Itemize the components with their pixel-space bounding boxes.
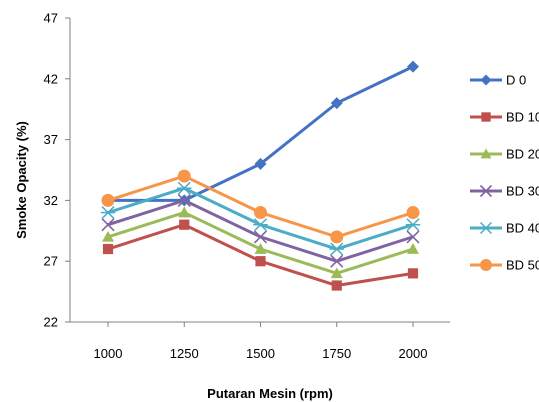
legend-item: BD 30 (470, 184, 539, 199)
marker-stroke (177, 193, 191, 207)
y-tick-label: 37 (44, 132, 58, 147)
x-axis-ticks: 1000 1250 1500 1750 2000 (94, 322, 428, 361)
data-point-square (331, 280, 342, 291)
x-tick-label: 1500 (246, 346, 275, 361)
data-point-triangle (178, 206, 191, 218)
data-point-star (405, 218, 421, 232)
y-axis-title: Smoke Opacity (%) (14, 121, 29, 239)
data-point-diamond (330, 97, 343, 110)
y-axis-ticks: 22 27 32 37 42 47 (44, 11, 70, 330)
legend-item: BD 20 (470, 147, 539, 162)
data-point-triangle (480, 148, 492, 159)
legend-item: BD 10 (470, 110, 539, 125)
x-tick-label: 2000 (399, 346, 428, 361)
data-point-x (253, 230, 268, 244)
data-point-star (479, 221, 493, 235)
data-point-square (179, 219, 190, 230)
data-point-circle (406, 206, 420, 220)
data-point-square (102, 243, 114, 255)
x-tick-label: 1000 (94, 346, 123, 361)
data-point-triangle (254, 243, 267, 254)
data-point-circle (254, 206, 267, 220)
x-tick-label: 1250 (170, 346, 199, 361)
data-point-x (101, 218, 115, 232)
legend: D 0 BD 10 BD 20 BD 30 BD 40 BD 50 (470, 73, 539, 273)
data-point-square (481, 112, 491, 122)
data-point-triangle (330, 267, 343, 279)
legend-label: BD 30 (506, 184, 539, 199)
series-layer (100, 60, 421, 291)
data-point-circle (330, 230, 344, 244)
data-point-star (253, 218, 268, 232)
data-point-x (479, 184, 493, 198)
series-bd-20 (102, 206, 419, 279)
marker-stroke (101, 218, 115, 232)
marker-stroke (330, 254, 344, 268)
y-tick-label: 22 (44, 315, 58, 330)
legend-item: BD 50 (470, 258, 539, 273)
data-point-x (406, 230, 420, 244)
legend-label: BD 50 (506, 258, 539, 273)
data-point-triangle (102, 230, 114, 242)
x-tick-label: 1750 (322, 346, 351, 361)
legend-label: BD 10 (506, 110, 539, 125)
marker-stroke (406, 230, 420, 244)
y-tick-label: 42 (44, 71, 58, 86)
data-point-square (255, 256, 266, 267)
legend-label: BD 20 (506, 147, 539, 162)
marker-stroke (253, 230, 268, 244)
data-point-diamond (254, 157, 267, 170)
series-bd-30 (101, 193, 420, 268)
data-point-diamond (407, 60, 419, 73)
data-point-star (100, 206, 116, 220)
data-point-star (329, 242, 344, 256)
plot-area: 22 27 32 37 42 47 1000 1250 1500 1750 2000 (44, 11, 450, 361)
data-point-x (330, 254, 344, 268)
legend-label: D 0 (506, 73, 526, 88)
data-point-star (177, 181, 192, 195)
data-point-circle (480, 259, 492, 271)
x-axis-title: Putaran Mesin (rpm) (207, 386, 333, 401)
y-tick-label: 27 (44, 254, 58, 269)
legend-item: D 0 (470, 73, 526, 88)
data-point-circle (177, 169, 191, 183)
y-tick-label: 32 (44, 193, 58, 208)
y-tick-label: 47 (44, 11, 58, 26)
series-line (107, 223, 414, 288)
series-bd-10 (102, 219, 419, 291)
series-d-0 (102, 60, 419, 207)
data-point-circle (101, 193, 115, 207)
data-point-square (407, 268, 419, 279)
series-bd-40 (100, 181, 421, 256)
data-point-diamond (480, 74, 492, 86)
series-bd-50 (101, 169, 420, 244)
marker-stroke (479, 184, 493, 198)
legend-label: BD 40 (506, 221, 539, 236)
data-point-x (177, 193, 191, 207)
data-point-triangle (407, 243, 419, 254)
series-line (108, 65, 414, 202)
legend-item: BD 40 (470, 221, 539, 236)
